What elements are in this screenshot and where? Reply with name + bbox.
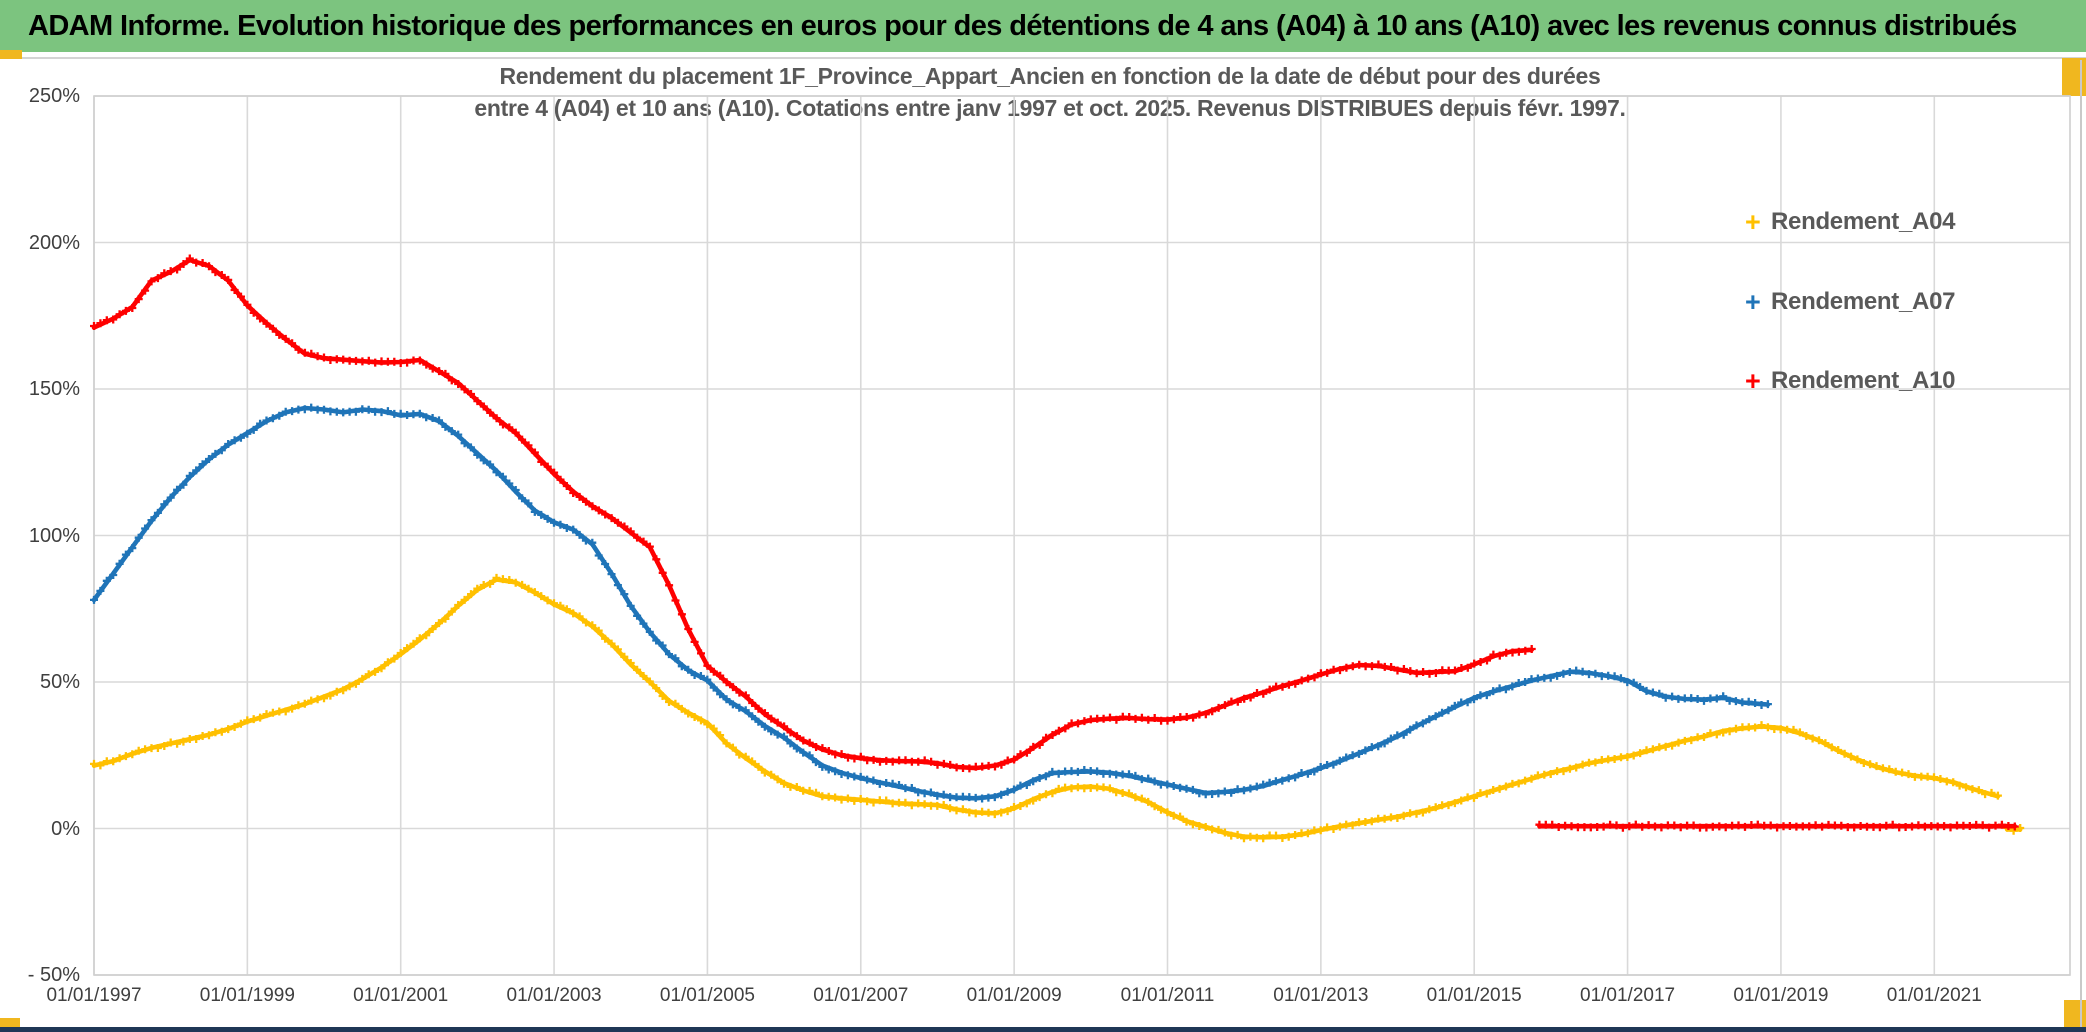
y-tick-label: 0% bbox=[51, 817, 80, 840]
x-tick-label: 01/01/2009 bbox=[966, 985, 1062, 1006]
header-bar: ADAM Informe. Evolution historique des p… bbox=[0, 0, 2086, 52]
chart-title-line1: Rendement du placement 1F_Province_Appar… bbox=[499, 63, 1601, 89]
x-tick-label: 01/01/2015 bbox=[1426, 985, 1522, 1006]
y-tick-label: - 50% bbox=[27, 964, 80, 986]
y-tick-label: 200% bbox=[28, 231, 80, 254]
x-tick-label: 01/01/2005 bbox=[659, 985, 755, 1006]
x-tick-label: 01/01/2021 bbox=[1886, 985, 1982, 1006]
accent-corner-top-left bbox=[0, 50, 22, 59]
chart-title: Rendement du placement 1F_Province_Appar… bbox=[300, 60, 1800, 124]
series-line-rendement_a07 bbox=[91, 405, 1771, 801]
series-line-rendement_a04 bbox=[91, 577, 2001, 840]
legend-item-rendement-a07[interactable]: + Rendement_A07 bbox=[1745, 286, 1955, 318]
legend-label: Rendement_A07 bbox=[1771, 288, 1956, 315]
accent-corner-bottom-left bbox=[0, 1018, 20, 1029]
header-title: ADAM Informe. Evolution historique des p… bbox=[28, 10, 2017, 42]
y-tick-label: 250% bbox=[28, 85, 80, 107]
legend-item-rendement-a10[interactable]: + Rendement_A10 bbox=[1745, 365, 1955, 397]
plus-marker-icon: + bbox=[1745, 366, 1761, 396]
x-tick-label: 01/01/2013 bbox=[1273, 985, 1369, 1006]
plus-marker-icon: + bbox=[1745, 207, 1761, 237]
y-tick-label: 50% bbox=[39, 671, 80, 693]
plus-marker-icon: + bbox=[1745, 287, 1761, 317]
series-markers-rendement_a07 bbox=[90, 403, 1772, 803]
series-markers-rendement_a10 bbox=[1535, 820, 2019, 832]
plot-border bbox=[93, 95, 2071, 976]
x-tick-label: 01/01/2017 bbox=[1580, 985, 1676, 1006]
bottom-window-bar bbox=[0, 1027, 2086, 1032]
y-tick-label: 150% bbox=[28, 378, 80, 400]
x-tick-label: 01/01/1999 bbox=[199, 985, 295, 1006]
chart-object-edge bbox=[2080, 60, 2082, 1028]
legend-label: Rendement_A04 bbox=[1771, 208, 1956, 235]
header-divider bbox=[0, 57, 2086, 59]
chart-title-line2: entre 4 (A04) et 10 ans (A10). Cotations… bbox=[474, 95, 1626, 121]
x-tick-label: 01/01/2011 bbox=[1120, 985, 1215, 1006]
x-tick-label: 01/01/2003 bbox=[506, 985, 602, 1006]
series-line-rendement_a10 bbox=[91, 257, 1534, 771]
series-markers-rendement_a10 bbox=[90, 254, 1536, 773]
x-tick-label: 01/01/1997 bbox=[46, 985, 142, 1006]
accent-corner-top-right bbox=[2062, 58, 2086, 96]
x-tick-label: 01/01/2019 bbox=[1733, 985, 1829, 1006]
y-tick-label: 100% bbox=[28, 524, 80, 547]
legend-item-rendement-a04[interactable]: + Rendement_A04 bbox=[1745, 206, 1955, 238]
legend-label: Rendement_A10 bbox=[1771, 367, 1956, 394]
x-tick-label: 01/01/2001 bbox=[353, 985, 449, 1006]
x-tick-label: 01/01/2007 bbox=[813, 985, 909, 1006]
series-markers-rendement_a04 bbox=[90, 573, 2002, 843]
